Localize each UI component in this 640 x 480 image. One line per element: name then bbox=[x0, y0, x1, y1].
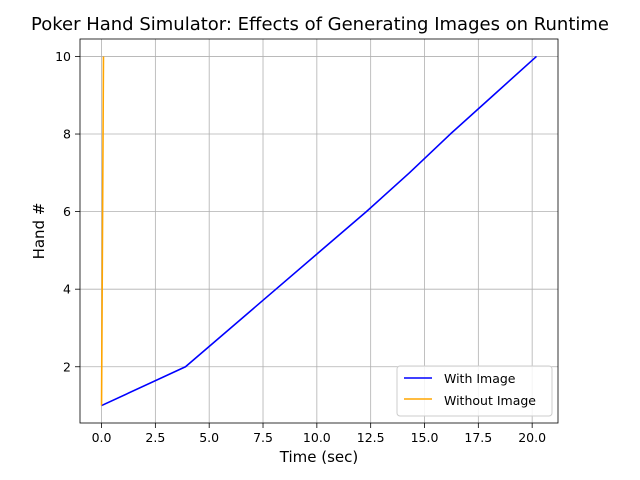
legend-label-without-image: Without Image bbox=[444, 393, 536, 408]
y-axis-label: Hand # bbox=[30, 203, 48, 260]
chart-title: Poker Hand Simulator: Effects of Generat… bbox=[31, 14, 609, 35]
y-axis-ticks: 2 4 6 8 10 bbox=[55, 49, 80, 374]
x-tick-label: 2.5 bbox=[145, 430, 165, 445]
plot-frame bbox=[79, 38, 559, 424]
x-tick-label: 12.5 bbox=[357, 430, 385, 445]
x-tick-label: 20.0 bbox=[518, 430, 546, 445]
plot-area bbox=[80, 39, 558, 423]
x-tick-label: 0.0 bbox=[92, 430, 112, 445]
legend-box bbox=[396, 365, 553, 417]
x-tick-label: 15.0 bbox=[411, 430, 439, 445]
x-tick-label: 7.5 bbox=[253, 430, 273, 445]
y-tick-label: 4 bbox=[63, 282, 71, 297]
y-tick-label: 10 bbox=[55, 49, 71, 64]
x-tick-label: 10.0 bbox=[303, 430, 331, 445]
legend-label-with-image: With Image bbox=[444, 371, 516, 386]
legend: With Image Without Image bbox=[396, 365, 553, 417]
y-tick-label: 2 bbox=[63, 359, 71, 374]
x-tick-label: 17.5 bbox=[464, 430, 492, 445]
x-tick-label: 5.0 bbox=[199, 430, 219, 445]
data-series bbox=[100, 55, 538, 407]
series-line-with-image bbox=[101, 55, 538, 407]
y-tick-label: 8 bbox=[63, 127, 71, 142]
y-tick-label: 6 bbox=[63, 204, 71, 219]
series-line-without-image bbox=[100, 56, 105, 406]
x-axis-ticks: 0.0 2.5 5.0 7.5 10.0 12.5 15.0 17.5 20.0 bbox=[92, 423, 546, 445]
x-axis-label: Time (sec) bbox=[279, 448, 358, 466]
